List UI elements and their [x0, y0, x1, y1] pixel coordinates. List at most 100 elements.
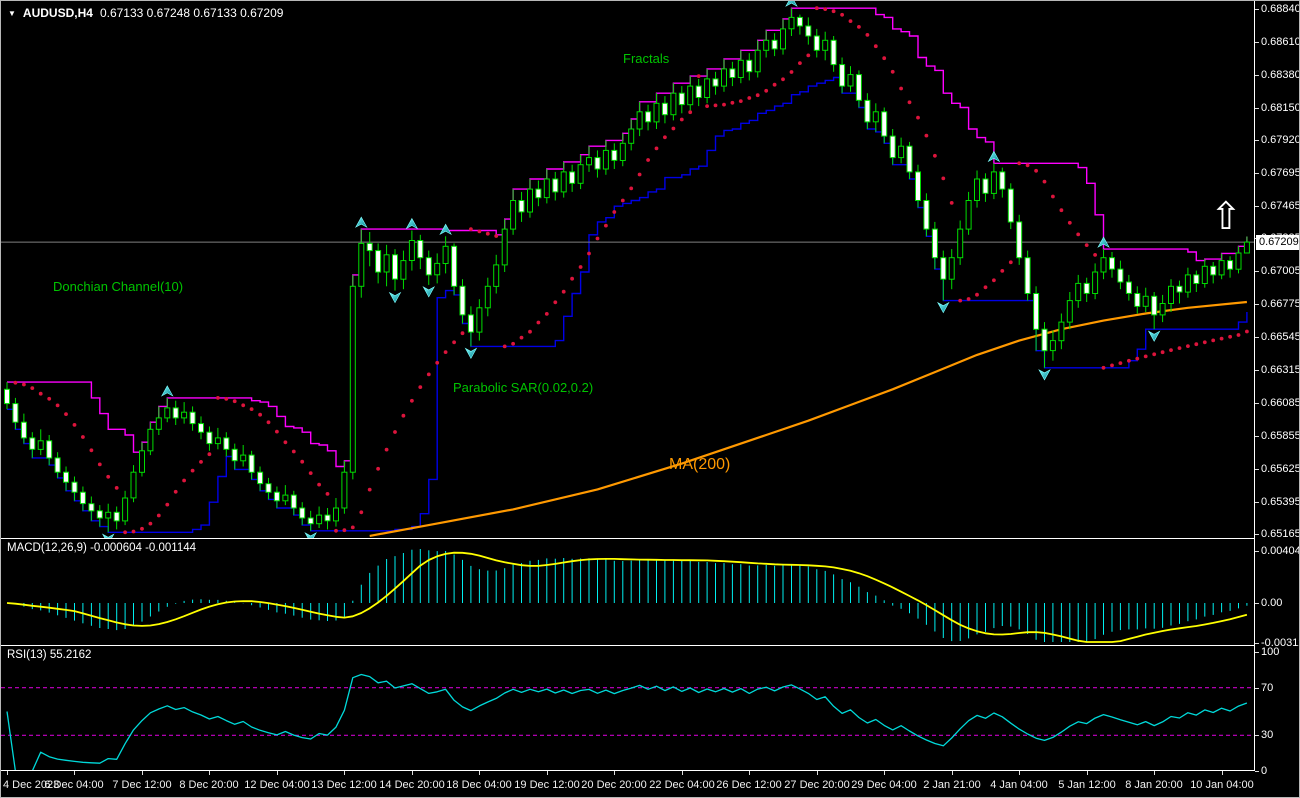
price-tick-label: 0.65395 [1261, 496, 1300, 508]
time-label: 5 Jan 12:00 [1058, 779, 1116, 791]
price-tick-label-dash [1255, 370, 1259, 371]
price-tick-label-dash [1255, 108, 1259, 109]
sar-dot [781, 77, 785, 82]
sar-dot [1025, 163, 1030, 168]
parabolic-sar-label: Parabolic SAR(0.02,0.2) [453, 380, 594, 395]
bear-candle [231, 448, 238, 462]
bull-candle [501, 228, 508, 266]
price-tick-label: 0.68150 [1261, 102, 1300, 114]
sar-dot [831, 9, 836, 14]
sar-dot [604, 223, 608, 228]
ma200-label: MA(200) [669, 456, 731, 473]
bear-candle [113, 511, 120, 522]
fractal-down-arrow-icon [388, 291, 402, 304]
time-label: 6 Dec 04:00 [44, 779, 104, 791]
macd-tick-label: 0.00404 [1261, 545, 1300, 557]
price-tick-label: 0.65165 [1261, 528, 1300, 540]
sar-dot [291, 449, 296, 454]
ohlc-values: 0.67133 0.67248 0.67133 0.67209 [99, 6, 284, 20]
sar-dots-layer [13, 6, 1249, 535]
time-label: 20 Dec 20:00 [581, 779, 647, 791]
bear-candle [29, 437, 36, 450]
sar-dot [1143, 354, 1148, 359]
sar-dot [114, 486, 119, 490]
bull-candle [974, 178, 980, 201]
rsi-tick-label: 0 [1261, 765, 1268, 777]
fractals-layer [101, 1, 1161, 538]
rsi-tick-label-dash [1255, 688, 1259, 689]
sar-dot [578, 265, 583, 269]
ma200-line [369, 300, 1248, 537]
bear-candle [805, 25, 812, 37]
sar-dot [1169, 348, 1173, 352]
time-tick [682, 771, 683, 775]
current-price-tag: 0.67209 [1256, 235, 1299, 250]
price-tick-label: 0.66775 [1261, 298, 1300, 310]
time-label: 22 Dec 04:00 [649, 779, 715, 791]
bull-candle [763, 39, 770, 51]
bull-candle [316, 514, 323, 525]
sar-dot [308, 471, 313, 475]
bear-candle [678, 92, 685, 106]
time-tick [74, 771, 75, 775]
sar-dot [612, 210, 617, 214]
bull-candle [358, 242, 365, 287]
price-tick-label: 0.68610 [1261, 36, 1300, 48]
sar-dot [798, 61, 802, 65]
bull-candle [164, 407, 171, 419]
bull-candle [527, 188, 533, 213]
sar-dot [958, 298, 963, 303]
sar-dot [1127, 358, 1131, 363]
sar-dot [199, 460, 203, 464]
fractal-up-arrow-icon [405, 217, 419, 230]
sar-dot [949, 201, 954, 205]
price-tick-label-dash [1255, 436, 1259, 437]
fractal-down-arrow-icon [422, 286, 436, 298]
sar-dot [966, 297, 971, 301]
sar-dot [426, 372, 431, 377]
price-tick-label: 0.66085 [1261, 397, 1300, 409]
time-label: 7 Dec 12:00 [112, 779, 172, 791]
rsi-tick-label: 100 [1261, 646, 1280, 658]
bear-candle [1007, 188, 1014, 223]
bear-candle [771, 39, 778, 50]
bull-candle [1092, 271, 1099, 294]
time-tick [412, 771, 413, 775]
bull-candle [990, 171, 997, 194]
bull-candle [957, 228, 964, 259]
macd-panel[interactable]: MACD(12,26,9) -0.000604 -0.001144 [1, 539, 1254, 646]
bull-candle [383, 254, 390, 273]
bear-candle [661, 102, 668, 116]
sar-dot [1118, 361, 1123, 365]
bear-candle [518, 200, 525, 213]
main-chart-panel[interactable]: ▼ AUDUSD,H4 0.67133 0.67248 0.67133 0.67… [1, 1, 1254, 539]
bear-candle [830, 39, 837, 66]
sar-dot [469, 227, 473, 232]
macd-tick-label: 0.00 [1261, 597, 1283, 609]
sar-dot [992, 278, 996, 283]
sar-dot [232, 399, 237, 404]
macd-name: MACD(12,26,9) [7, 542, 87, 554]
sar-dot [207, 452, 212, 457]
bull-candle [122, 497, 129, 522]
symbol-dropdown-icon[interactable]: ▼ [8, 8, 16, 18]
bull-candle [181, 411, 188, 419]
bear-candle [1227, 260, 1234, 270]
bull-candle [408, 240, 415, 261]
sar-dot [696, 74, 701, 78]
time-axis[interactable]: 4 Dec 2023 6 Dec 04:00 7 Dec 12:00 8 Dec 20… [1, 771, 1299, 797]
bull-candle [619, 142, 626, 162]
rsi-panel[interactable]: RSI(13) 55.2162 [1, 646, 1254, 771]
rsi-tick-label-dash [1255, 652, 1259, 653]
bear-candle [839, 64, 846, 87]
sar-dot [131, 529, 136, 534]
price-tick-label: 0.66315 [1261, 364, 1300, 376]
bull-candle [704, 78, 711, 99]
bull-candle [105, 511, 112, 519]
bear-candle [63, 471, 69, 483]
sar-dot [89, 448, 94, 453]
sar-dot [1160, 350, 1165, 355]
price-axis[interactable]: 0.67209 0.68840 0.68610 0.68380 0.68150 0.67… [1254, 1, 1300, 777]
bear-candle [923, 200, 930, 230]
bull-candle [1243, 241, 1250, 254]
